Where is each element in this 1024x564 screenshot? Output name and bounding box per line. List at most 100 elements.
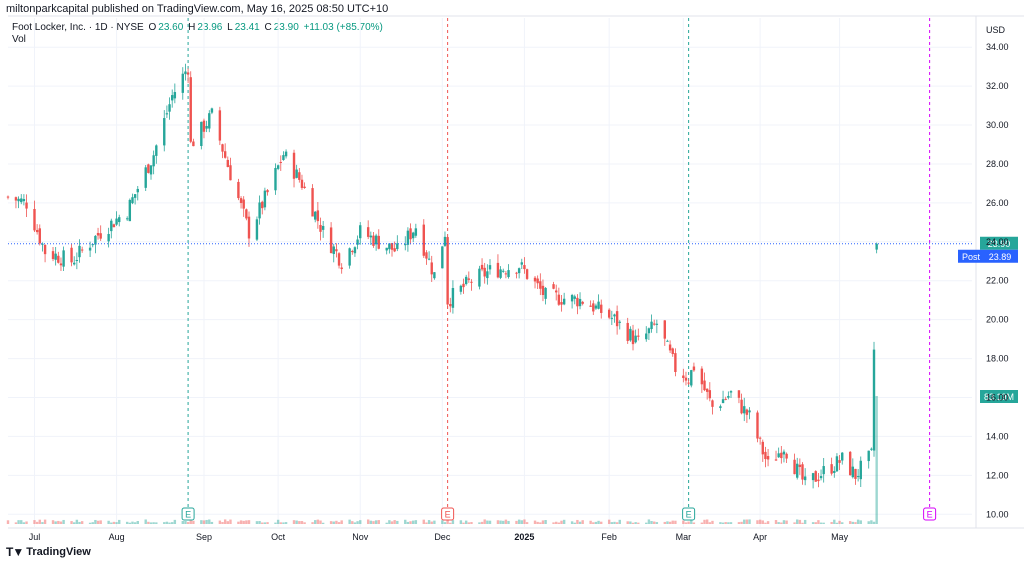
volume-bar bbox=[576, 519, 579, 524]
candle-body bbox=[168, 104, 171, 112]
volume-bar bbox=[507, 520, 510, 524]
candle-body bbox=[406, 230, 410, 245]
candle-body bbox=[261, 201, 264, 209]
candle-body bbox=[96, 232, 100, 236]
volume-bar bbox=[25, 521, 28, 524]
volume-bar bbox=[626, 521, 629, 524]
volume-bar bbox=[856, 519, 860, 524]
volume-bar bbox=[449, 522, 452, 524]
volume-bar bbox=[155, 522, 158, 524]
symbol-name[interactable]: Foot Locker, Inc. · 1D · NYSE bbox=[12, 22, 144, 33]
volume-bar bbox=[348, 519, 351, 524]
candle-body bbox=[396, 243, 399, 250]
volume-bar bbox=[292, 520, 296, 524]
volume-bar bbox=[555, 521, 558, 524]
y-tick-label: 12.00 bbox=[986, 470, 1009, 480]
volume-bar bbox=[443, 522, 447, 524]
candle-body bbox=[594, 305, 598, 309]
volume-bar bbox=[743, 519, 746, 524]
volume-bar bbox=[727, 522, 730, 524]
volume-bar bbox=[70, 521, 73, 524]
volume-bar bbox=[99, 520, 102, 524]
candle-body bbox=[316, 210, 320, 222]
volume-bar bbox=[578, 521, 582, 524]
candle-body bbox=[25, 202, 28, 209]
last-price-badge bbox=[980, 236, 1018, 250]
candle-body bbox=[814, 471, 817, 482]
candle-body bbox=[14, 197, 18, 201]
volume-bar bbox=[335, 520, 338, 524]
low-label: L bbox=[227, 22, 233, 33]
candle-body bbox=[118, 217, 121, 223]
candle-body bbox=[311, 188, 314, 217]
candle-body bbox=[854, 468, 857, 479]
candle-body bbox=[856, 476, 860, 478]
candle-body bbox=[208, 113, 211, 129]
candle-body bbox=[73, 262, 76, 265]
candle-body bbox=[38, 228, 41, 244]
volume-bar bbox=[652, 521, 656, 524]
volume-bar bbox=[279, 522, 282, 524]
candle-body bbox=[835, 456, 839, 472]
candle-body bbox=[414, 228, 418, 236]
volume-bar bbox=[247, 520, 251, 524]
candle-body bbox=[533, 277, 537, 282]
candle-body bbox=[745, 409, 749, 415]
tradingview-brand[interactable]: T▼ TradingView bbox=[6, 545, 91, 559]
volume-bar bbox=[229, 519, 232, 524]
candle-body bbox=[35, 229, 39, 233]
volume-bar bbox=[668, 521, 672, 524]
volume-bar bbox=[573, 522, 576, 524]
candle-body bbox=[462, 283, 465, 288]
volume-bar bbox=[780, 522, 783, 524]
candle-body bbox=[226, 159, 230, 168]
high-value: 23.96 bbox=[197, 22, 223, 33]
candle-body bbox=[170, 95, 174, 101]
candle-body bbox=[223, 151, 227, 158]
candle-body bbox=[708, 390, 712, 399]
candle-body bbox=[115, 218, 118, 225]
candle-body bbox=[515, 272, 518, 274]
volume-bar bbox=[17, 520, 20, 524]
candle-body bbox=[626, 322, 629, 341]
candle-body bbox=[57, 255, 60, 263]
candle-body bbox=[721, 399, 725, 404]
candle-body bbox=[173, 92, 177, 99]
candle-body bbox=[245, 209, 248, 219]
candle-body bbox=[70, 247, 73, 263]
candle-body bbox=[94, 235, 97, 245]
candle-body bbox=[239, 198, 243, 203]
volume-bar bbox=[189, 519, 192, 524]
volume-bar bbox=[758, 519, 762, 524]
candle-body bbox=[560, 302, 563, 305]
candle-body bbox=[478, 268, 481, 287]
candle-body bbox=[597, 301, 600, 309]
volume-bar bbox=[411, 520, 415, 524]
volume-bar bbox=[202, 520, 206, 524]
volume-bar bbox=[708, 522, 712, 524]
volume-bar bbox=[803, 519, 807, 524]
volume-bar bbox=[427, 520, 431, 524]
candle-body bbox=[425, 252, 428, 259]
candle-body bbox=[496, 262, 500, 278]
y-tick-label: 30.00 bbox=[986, 120, 1009, 130]
volume-bar bbox=[359, 520, 362, 524]
volume-bar bbox=[520, 520, 523, 524]
candle-body bbox=[443, 236, 447, 246]
candle-body bbox=[385, 247, 388, 251]
volume-bar bbox=[523, 519, 526, 524]
candle-body bbox=[841, 452, 844, 461]
candle-body bbox=[600, 304, 603, 313]
candle-body bbox=[374, 235, 378, 245]
volume-bar bbox=[560, 520, 563, 524]
volume-bar bbox=[332, 521, 335, 524]
candle-body bbox=[867, 450, 870, 462]
volume-bar bbox=[112, 521, 116, 524]
volume-bar bbox=[682, 520, 685, 524]
volume-bar bbox=[282, 522, 285, 524]
volume-bar bbox=[859, 520, 862, 524]
volume-bar bbox=[478, 522, 481, 524]
y-tick-label: 14.00 bbox=[986, 431, 1009, 441]
volume-bar bbox=[589, 520, 592, 524]
